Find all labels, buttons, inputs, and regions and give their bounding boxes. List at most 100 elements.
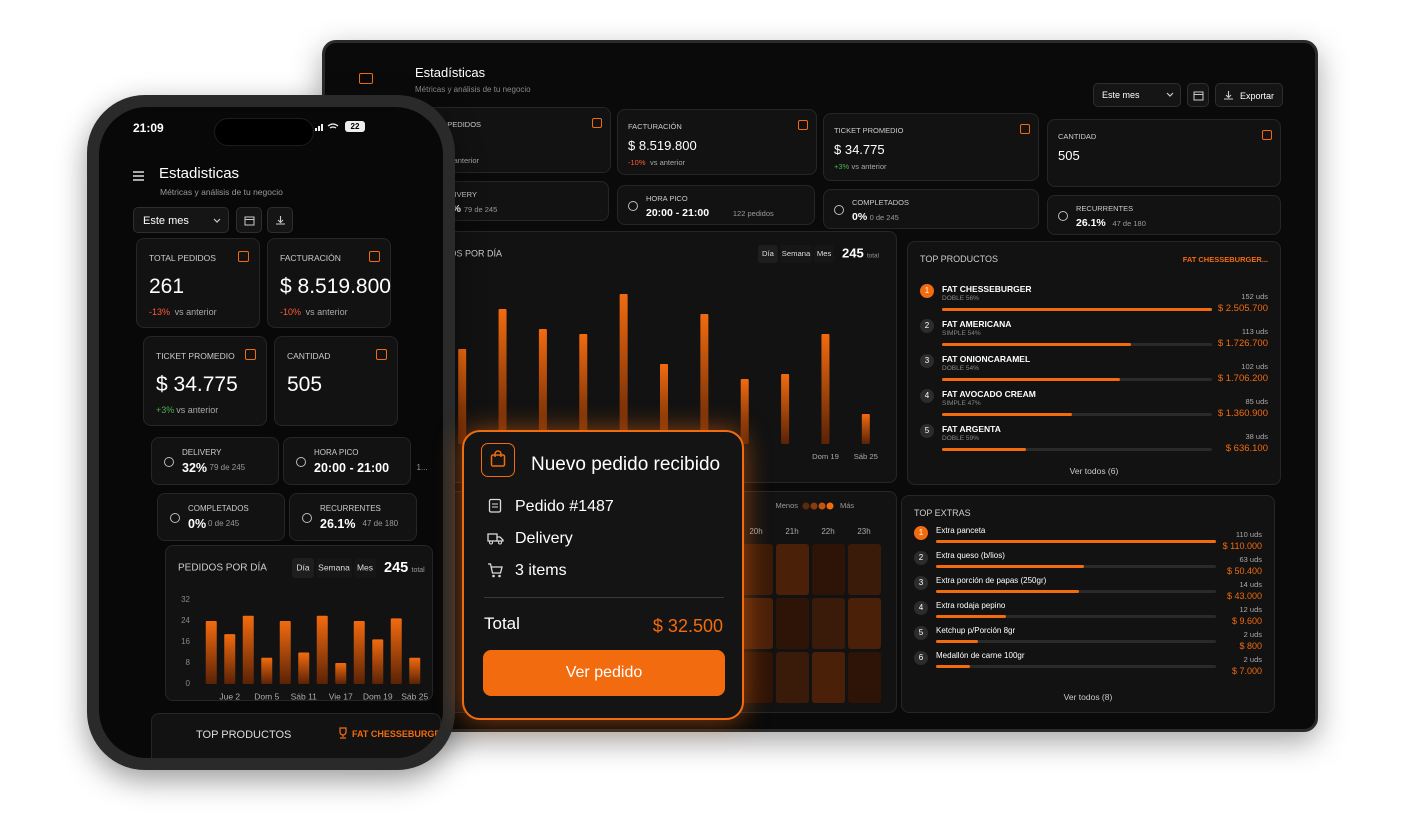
bar-track [942,448,1212,451]
heat-cell [812,598,845,649]
bar [781,374,790,444]
heat-cell [776,598,809,649]
share-bar [942,413,1072,416]
stat-label: RECURRENTES [1076,204,1134,213]
kpi-change: +3% [834,162,850,171]
share-bar [942,308,1212,311]
new-order-popup: Nuevo pedido recibido Pedido #1487 Deliv… [462,430,744,720]
download-icon [1224,91,1233,100]
stat-icon [296,457,306,467]
item-amount: $ 50.400 [1226,566,1262,576]
y-tick-label: 24 [181,616,190,625]
item-units: 63 uds [1239,555,1262,564]
hour-label: 22h [821,527,834,536]
bar [242,615,254,684]
period-select[interactable]: Este mes [1093,83,1181,107]
item-sub: DOBLE 59% [942,435,979,442]
bar [740,379,749,444]
stat-value: 20:00 - 21:00 [646,206,710,219]
stat-icon [302,513,312,523]
stat-card: DELIVERY 32%79 de 245 [151,437,279,485]
item-units: 2 uds [1243,655,1262,664]
menu-icon[interactable] [133,171,145,181]
chart-title: PEDIDOS POR DÍA [178,561,267,574]
tab-label: Mes [817,249,832,258]
stat-label: RECURRENTES [320,504,381,513]
phone-screen: 21:09 22 Estadisticas Métricas y análisi… [99,107,443,758]
panel-highlight: FAT CHESSEBURGER... [1182,255,1268,264]
kpi-label: TICKET PROMEDIO [834,126,904,135]
orders-chart: PEDIDOS POR DÍADíaSemanaMes245total81624… [422,245,879,461]
share-bar [942,343,1131,346]
item-amount: $ 43.000 [1226,591,1262,601]
download-button[interactable] [267,207,293,233]
bar [409,657,421,684]
calendar-button[interactable] [1187,83,1209,107]
hour-label: 23h [857,527,870,536]
stat-icon [834,205,844,215]
stat-note: 0 de 245 [208,519,240,528]
rank-badge: 1 [914,526,928,540]
stat-card: COMPLETADOS 0% 0 de 245 [823,189,1039,229]
tab[interactable] [758,245,778,263]
title: Estadisticas [159,165,240,182]
total-label: Total [484,614,520,633]
kpi-label: CANTIDAD [1058,132,1097,141]
legend-dot [810,502,818,510]
kpi-value: $ 8.519.800 [280,275,391,298]
chart-total-label: total [412,567,426,574]
calendar-button[interactable] [236,207,262,233]
chevron [213,218,221,223]
tab[interactable] [779,245,813,263]
kpi-change: -13% [149,307,171,317]
item-units: 110 uds [1235,530,1262,539]
item-amount: $ 1.706.200 [1217,373,1268,384]
kpi-value: 505 [1058,148,1080,163]
heat-cell [776,544,809,595]
period-select[interactable]: Este mes [133,207,229,233]
kpi-label: CANTIDAD [287,351,331,361]
subtitle: Métricas y análisis de tu negocio [160,187,283,197]
tab[interactable] [316,558,352,578]
rank-badge: 4 [914,601,928,615]
tab[interactable] [354,558,376,578]
item-name: Ketchup p/Porción 8gr [936,626,1016,635]
card-icon [245,349,256,360]
stat-card: RECURRENTES 26.1% 47 de 180 [1047,195,1281,235]
chart-title: PEDIDOS POR DÍA [422,248,502,258]
rank-badge: 2 [914,551,928,565]
item-amount: $ 7.000 [1231,666,1262,676]
kpi-note: vs anterior [851,162,887,171]
kpi-change: -10% [280,307,302,317]
bar [298,652,310,684]
item-units: 152 uds [1241,292,1268,301]
kpi-card: TOTAL PEDIDOS 261 -13%vs anterior [136,238,260,328]
subtitle: Métricas y análisis de tu negocio [415,85,531,94]
tab[interactable] [292,558,314,578]
kpi-card: CANTIDAD 505 [1047,119,1281,187]
notch [214,118,314,146]
status-time: 21:09 [133,121,164,135]
kpi-change: -10% [628,158,646,167]
view-order-button[interactable]: Ver pedido [483,650,725,696]
view-all[interactable]: Ver todos (6) [1069,466,1119,476]
bar [279,621,291,684]
x-tick-label: Dom 19 [363,691,393,700]
view-all[interactable]: Ver todos (8) [1063,692,1113,702]
item-name: Extra rodaja pepino [936,601,1006,610]
export-button[interactable]: Exportar [1215,83,1283,107]
kpi-label: TOTAL PEDIDOS [422,120,482,129]
stat-note: 79 de 245 [463,204,498,214]
x-tick-label: Sáb 25 [401,691,428,700]
item-amount: $ 636.100 [1225,443,1268,454]
rank-badge: 3 [914,576,928,590]
item-units: 12 uds [1239,605,1262,614]
item-name: Extra panceta [936,526,986,535]
top-products-panel: TOP PRODUCTOS FAT CHESSEBURGER... 1 FAT CHE… [907,241,1281,485]
orders-chart: PEDIDOS POR DÍA Día Semana Mes 245 total 0 8 16 2… [178,558,428,700]
item-amount: $ 110.000 [1222,541,1262,551]
order-number: Pedido #1487 [515,498,614,515]
rank-badge: 2 [920,319,934,333]
tab[interactable] [814,245,834,263]
heat-cell [812,652,845,703]
